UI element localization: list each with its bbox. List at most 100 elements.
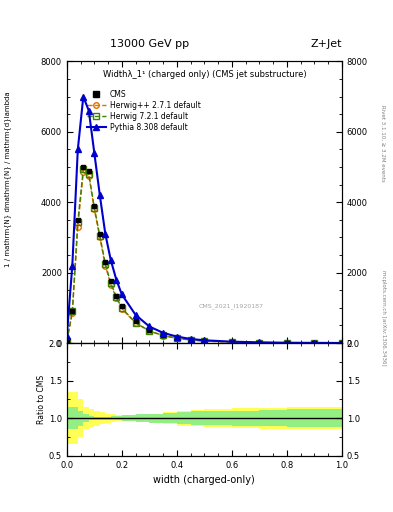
CMS <box>188 337 193 343</box>
Herwig++ 2.7.1 default <box>81 169 86 176</box>
Herwig++ 2.7.1 default <box>119 306 124 312</box>
CMS <box>257 339 262 346</box>
Pythia 8.308 default <box>103 231 108 237</box>
CMS <box>108 279 113 285</box>
Herwig++ 2.7.1 default <box>114 295 119 301</box>
Herwig 7.2.1 default <box>133 319 138 326</box>
Pythia 8.308 default <box>161 330 165 336</box>
Line: Herwig 7.2.1 default: Herwig 7.2.1 default <box>64 166 345 346</box>
Herwig++ 2.7.1 default <box>86 173 91 179</box>
Text: mcplots.cern.ch [arXiv:1306.3436]: mcplots.cern.ch [arXiv:1306.3436] <box>381 270 386 365</box>
Pythia 8.308 default <box>81 94 86 100</box>
Herwig 7.2.1 default <box>285 340 289 346</box>
Herwig++ 2.7.1 default <box>75 224 80 230</box>
Herwig++ 2.7.1 default <box>312 340 317 346</box>
Text: Rivet 3.1.10, ≥ 3.2M events: Rivet 3.1.10, ≥ 3.2M events <box>381 105 386 182</box>
CMS <box>147 327 152 333</box>
Herwig++ 2.7.1 default <box>97 234 102 241</box>
CMS <box>86 167 91 174</box>
CMS <box>64 338 69 345</box>
Herwig 7.2.1 default <box>64 338 69 344</box>
Pythia 8.308 default <box>64 333 69 339</box>
Line: Pythia 8.308 default: Pythia 8.308 default <box>64 94 345 346</box>
Herwig 7.2.1 default <box>108 280 113 286</box>
Herwig 7.2.1 default <box>188 337 193 343</box>
Pythia 8.308 default <box>230 338 234 345</box>
Herwig++ 2.7.1 default <box>147 328 152 334</box>
Pythia 8.308 default <box>108 257 113 263</box>
X-axis label: width (charged-only): width (charged-only) <box>154 475 255 485</box>
Pythia 8.308 default <box>92 150 97 156</box>
CMS <box>97 231 102 237</box>
Herwig++ 2.7.1 default <box>340 340 344 346</box>
Herwig 7.2.1 default <box>114 294 119 300</box>
CMS <box>114 292 119 298</box>
Pythia 8.308 default <box>312 340 317 346</box>
Herwig++ 2.7.1 default <box>103 263 108 269</box>
Herwig 7.2.1 default <box>92 204 97 210</box>
Line: CMS: CMS <box>64 165 344 346</box>
Herwig 7.2.1 default <box>174 335 179 342</box>
Pythia 8.308 default <box>97 192 102 198</box>
Herwig 7.2.1 default <box>202 338 207 344</box>
Pythia 8.308 default <box>285 339 289 346</box>
Herwig 7.2.1 default <box>257 339 262 346</box>
Herwig 7.2.1 default <box>81 166 86 172</box>
CMS <box>81 164 86 170</box>
Herwig 7.2.1 default <box>103 261 108 267</box>
CMS <box>161 332 165 338</box>
Herwig++ 2.7.1 default <box>257 339 262 346</box>
Herwig 7.2.1 default <box>230 339 234 345</box>
CMS <box>285 339 289 346</box>
CMS <box>340 340 344 346</box>
Pythia 8.308 default <box>147 324 152 330</box>
Herwig 7.2.1 default <box>147 328 152 334</box>
CMS <box>70 308 75 314</box>
Herwig++ 2.7.1 default <box>174 335 179 342</box>
Herwig 7.2.1 default <box>119 305 124 311</box>
CMS <box>230 339 234 345</box>
Pythia 8.308 default <box>202 337 207 344</box>
Text: Z+Jet: Z+Jet <box>310 38 342 49</box>
Herwig++ 2.7.1 default <box>64 338 69 345</box>
Herwig 7.2.1 default <box>312 340 317 346</box>
Text: 1 / mathrm{N} dmathrm{N} / mathrm{d}lambda: 1 / mathrm{N} dmathrm{N} / mathrm{d}lamb… <box>4 91 11 267</box>
CMS <box>103 259 108 265</box>
Text: 13000 GeV pp: 13000 GeV pp <box>110 38 189 49</box>
Text: CMS_2021_I1920187: CMS_2021_I1920187 <box>199 304 264 309</box>
Herwig++ 2.7.1 default <box>285 340 289 346</box>
Herwig 7.2.1 default <box>75 219 80 225</box>
Pythia 8.308 default <box>188 336 193 342</box>
Herwig 7.2.1 default <box>161 332 165 338</box>
Herwig 7.2.1 default <box>97 232 102 239</box>
CMS <box>174 335 179 341</box>
Herwig 7.2.1 default <box>86 171 91 177</box>
Pythia 8.308 default <box>114 276 119 283</box>
Herwig 7.2.1 default <box>70 308 75 314</box>
Herwig++ 2.7.1 default <box>230 339 234 345</box>
CMS <box>119 303 124 309</box>
Pythia 8.308 default <box>133 312 138 318</box>
Line: Herwig++ 2.7.1 default: Herwig++ 2.7.1 default <box>64 169 345 346</box>
Legend: CMS, Herwig++ 2.7.1 default, Herwig 7.2.1 default, Pythia 8.308 default: CMS, Herwig++ 2.7.1 default, Herwig 7.2.… <box>84 88 203 134</box>
Herwig++ 2.7.1 default <box>70 310 75 316</box>
Y-axis label: Ratio to CMS: Ratio to CMS <box>37 375 46 424</box>
Herwig++ 2.7.1 default <box>108 282 113 288</box>
Text: Widthλ_1¹ (charged only) (CMS jet substructure): Widthλ_1¹ (charged only) (CMS jet substr… <box>103 70 306 79</box>
Herwig++ 2.7.1 default <box>161 333 165 339</box>
Herwig 7.2.1 default <box>340 340 344 346</box>
CMS <box>75 217 80 223</box>
CMS <box>133 318 138 324</box>
Herwig++ 2.7.1 default <box>92 206 97 212</box>
Herwig++ 2.7.1 default <box>133 320 138 326</box>
CMS <box>92 203 97 209</box>
Herwig++ 2.7.1 default <box>188 337 193 343</box>
CMS <box>202 338 207 344</box>
Pythia 8.308 default <box>86 108 91 114</box>
Pythia 8.308 default <box>174 333 179 339</box>
CMS <box>312 340 317 346</box>
Pythia 8.308 default <box>340 340 344 346</box>
Pythia 8.308 default <box>257 339 262 346</box>
Pythia 8.308 default <box>119 291 124 297</box>
Pythia 8.308 default <box>75 146 80 153</box>
